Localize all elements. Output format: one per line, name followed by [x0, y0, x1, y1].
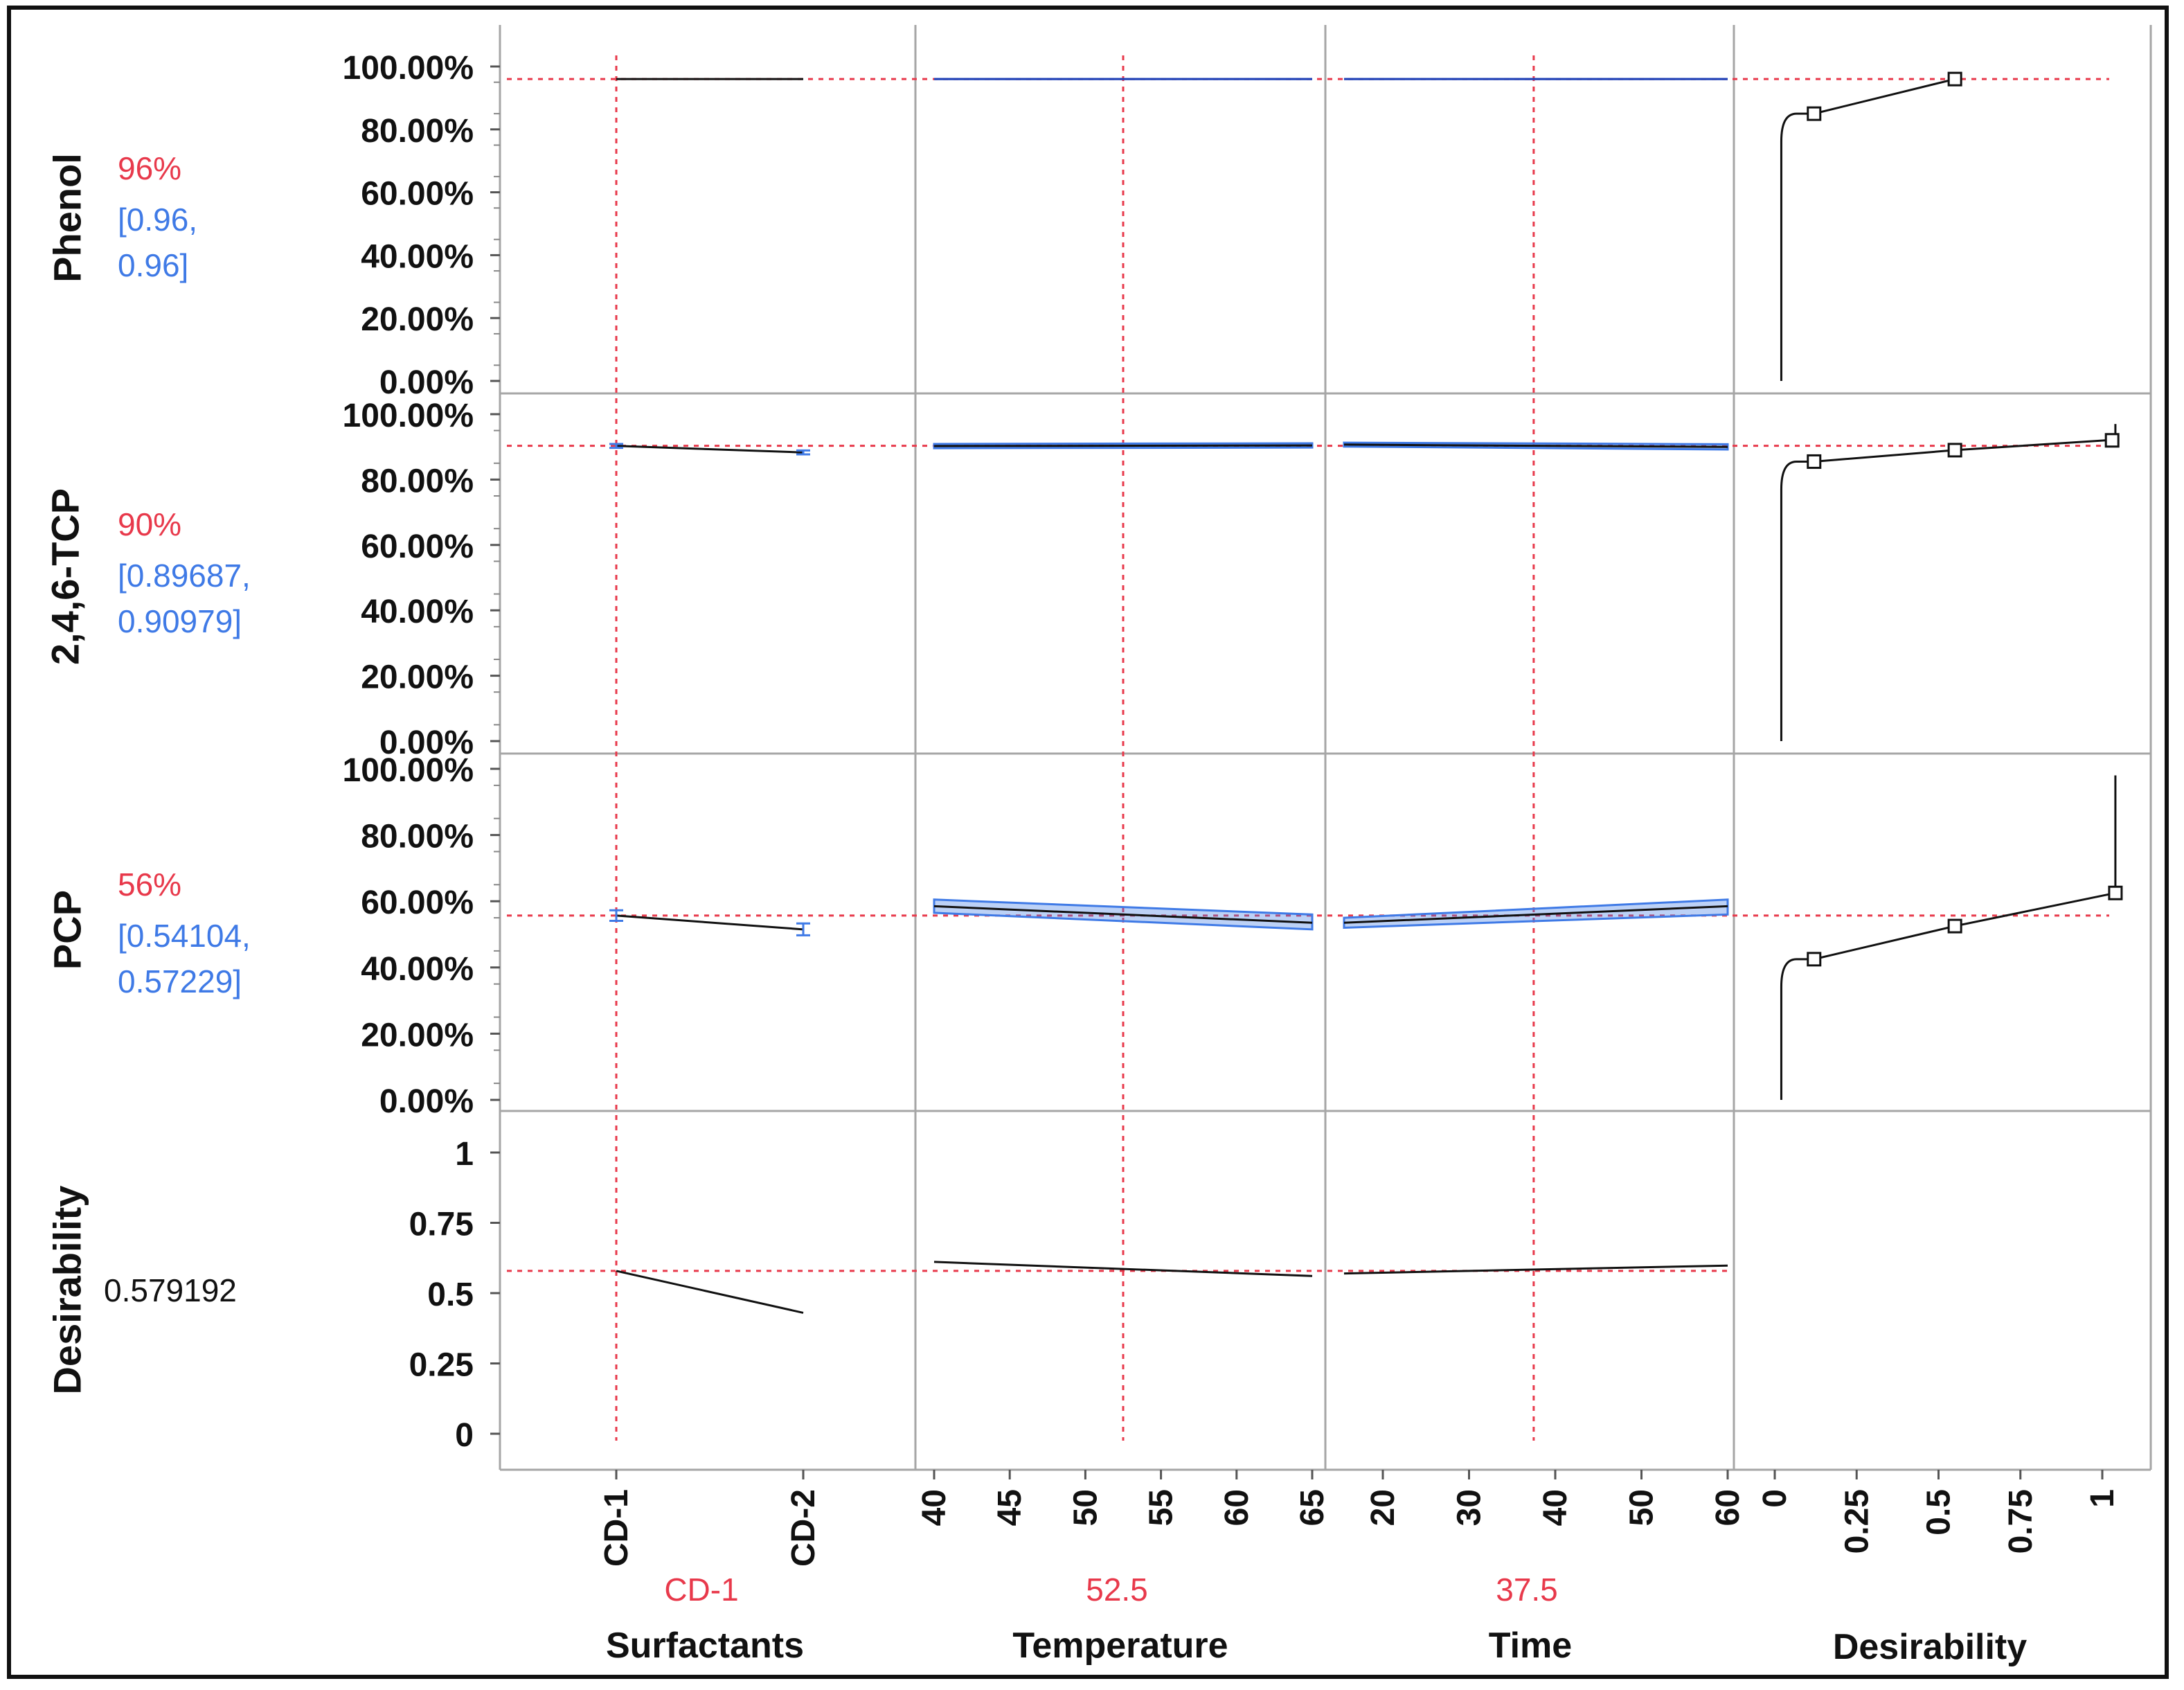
desirability-marker — [1947, 443, 1962, 458]
x-tick-label: 40 — [1537, 1489, 1574, 1526]
prediction-trace — [1343, 443, 1728, 448]
x-tick-label: 65 — [1294, 1489, 1331, 1526]
y-tick-label: 20.00% — [361, 301, 474, 338]
x-tick-label: 60 — [1219, 1489, 1255, 1526]
y-tick-label: 100.00% — [343, 398, 474, 434]
x-tick-label: CD-1 — [598, 1489, 635, 1567]
x-tick-label: 1 — [2084, 1489, 2121, 1508]
x-tick-label: 50 — [1067, 1489, 1104, 1526]
y-tick-label: 20.00% — [361, 659, 474, 696]
response-ci-high: 0.90979] — [118, 603, 242, 639]
x-tick-label: 55 — [1143, 1489, 1180, 1526]
prediction-trace — [933, 1261, 1313, 1277]
y-tick-label: 60.00% — [361, 176, 474, 213]
desirability-current-value: 0.579192 — [104, 1272, 237, 1308]
x-tick-label: 0.75 — [2003, 1489, 2039, 1554]
x-tick-label: 30 — [1451, 1489, 1488, 1526]
response-ci-low: [0.89687, — [118, 558, 251, 594]
prediction-trace — [1343, 905, 1728, 924]
desirability-function-curve — [1780, 78, 1955, 381]
desirability-marker — [2108, 885, 2123, 900]
response-current-value: 90% — [118, 506, 182, 542]
response-ci-high: 0.57229] — [118, 963, 242, 999]
response-current-value: 96% — [118, 150, 182, 186]
response-ci-low: [0.96, — [118, 202, 198, 238]
x-tick-label: 60 — [1710, 1489, 1746, 1526]
y-tick-label: 80.00% — [361, 819, 474, 855]
factor-name-desirability: Desirability — [1832, 1627, 2028, 1667]
prediction-trace — [616, 445, 804, 454]
y-tick-label: 0.00% — [379, 1083, 474, 1120]
y-tick-label: 1 — [455, 1136, 474, 1173]
x-tick-label: 50 — [1624, 1489, 1661, 1526]
y-tick-label: 0.5 — [427, 1277, 474, 1313]
y-tick-label: 40.00% — [361, 594, 474, 630]
y-tick-label: 60.00% — [361, 884, 474, 921]
prediction-trace — [933, 905, 1313, 924]
response-current-value: 56% — [118, 866, 182, 902]
y-tick-label: 0.75 — [409, 1207, 474, 1243]
y-tick-label: 0.25 — [409, 1347, 474, 1384]
y-tick-label: 100.00% — [343, 752, 474, 789]
y-tick-label: 60.00% — [361, 528, 474, 565]
x-tick-label: 20 — [1365, 1489, 1402, 1526]
desirability-marker — [1947, 918, 1962, 934]
desirability-marker — [1947, 71, 1962, 87]
y-tick-label: 40.00% — [361, 238, 474, 275]
y-tick-label: 0.00% — [379, 724, 474, 761]
prediction-trace — [616, 1270, 804, 1314]
desirability-marker — [1807, 454, 1822, 469]
desirability-marker — [2104, 433, 2120, 448]
desirability-marker — [1807, 952, 1822, 967]
prediction-trace — [933, 444, 1313, 447]
prediction-trace — [1343, 1264, 1728, 1275]
y-tick-label: 80.00% — [361, 463, 474, 499]
desirability-marker — [1807, 106, 1822, 121]
y-tick-label: 0.00% — [379, 364, 474, 401]
x-tick-label: 40 — [916, 1489, 953, 1526]
factor-current-time: 37.5 — [1496, 1572, 1558, 1608]
y-tick-label: 40.00% — [361, 951, 474, 988]
factor-name-time: Time — [1488, 1626, 1573, 1666]
y-tick-label: 80.00% — [361, 113, 474, 150]
x-tick-label: 0.5 — [1921, 1489, 1958, 1536]
factor-name-temperature: Temperature — [1012, 1626, 1228, 1666]
y-tick-label: 100.00% — [343, 50, 474, 87]
desirability-function-curve — [1780, 439, 2106, 741]
x-tick-label: 45 — [992, 1489, 1028, 1526]
factor-current-surfactants: CD-1 — [664, 1572, 739, 1608]
y-tick-label: 20.00% — [361, 1017, 474, 1053]
x-tick-label: 0 — [1757, 1489, 1793, 1508]
prediction-profiler-frame — [7, 6, 2169, 1679]
y-tick-label: 0 — [455, 1417, 474, 1454]
prediction-trace — [616, 914, 804, 931]
factor-name-surfactants: Surfactants — [605, 1626, 805, 1666]
x-tick-label: CD-2 — [785, 1489, 822, 1567]
response-ci-low: [0.54104, — [118, 918, 251, 954]
factor-current-temperature: 52.5 — [1086, 1572, 1148, 1608]
x-tick-label: 0.25 — [1838, 1489, 1875, 1554]
response-ci-high: 0.96] — [118, 247, 189, 283]
